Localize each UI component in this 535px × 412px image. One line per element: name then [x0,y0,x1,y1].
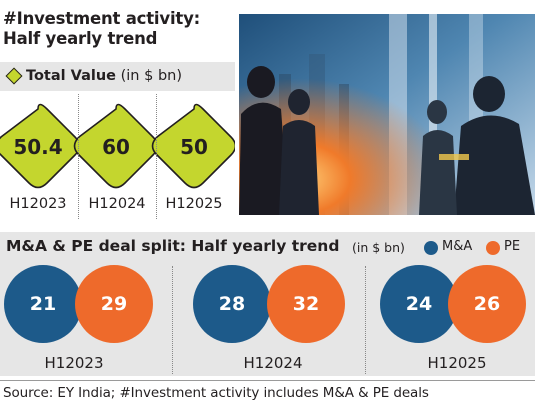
total-value-diamond [151,103,235,189]
total-value-category-label: H12025 [165,196,223,212]
source-note: Source: EY India; #Investment activity i… [3,385,429,401]
ma-circle: 21 [4,265,82,343]
pe-value-label: 29 [100,293,128,315]
ma-value-label: 24 [405,293,433,315]
total-value-label: 50 [180,135,208,159]
chart-title-line2: Half yearly trend [3,29,158,48]
total-value-label: 50.4 [13,135,62,159]
deal-split-category-label: H12023 [44,354,104,372]
column-divider [172,266,173,374]
total-value-label: 60 [102,135,130,159]
deal-split-category-label: H12025 [427,354,487,372]
deal-split-title: M&A & PE deal split: Half yearly trend [6,237,340,255]
ma-legend-dot [424,241,438,255]
ma-legend-label: M&A [442,239,473,254]
pe-legend-dot [486,241,500,255]
pe-circle: 29 [75,265,153,343]
total-value-category-label: H12023 [9,196,67,212]
pe-value-label: 26 [473,293,501,315]
pe-circle: 32 [267,265,345,343]
ma-value-label: 21 [29,293,57,315]
pe-legend-label: PE [504,239,521,254]
total-value-title: Total Value [26,68,117,84]
column-divider [365,266,366,374]
ma-value-label: 28 [218,293,246,315]
chart-title-line1: #Investment activity: [3,9,201,28]
ma-circle: 24 [380,265,458,343]
ma-circle: 28 [193,265,271,343]
deal-split-unit: (in $ bn) [352,240,405,255]
total-value-category-label: H12024 [88,196,146,212]
total-value-diamonds: 50.4 60 50 [0,103,235,189]
pe-circle: 26 [448,265,526,343]
total-value-unit: (in $ bn) [120,68,182,84]
deal-split-category-label: H12024 [243,354,303,372]
pe-value-label: 32 [292,293,320,315]
chart-title: #Investment activity: Half yearly trend [3,9,200,49]
total-value-diamond [0,103,81,189]
column-divider [78,94,79,219]
total-value-header [0,62,235,91]
total-value-diamond [73,103,159,189]
source-divider [0,380,535,381]
total-value-label: Total Value (in $ bn) [26,66,182,86]
column-divider [156,94,157,219]
business-people-photo [239,14,535,215]
